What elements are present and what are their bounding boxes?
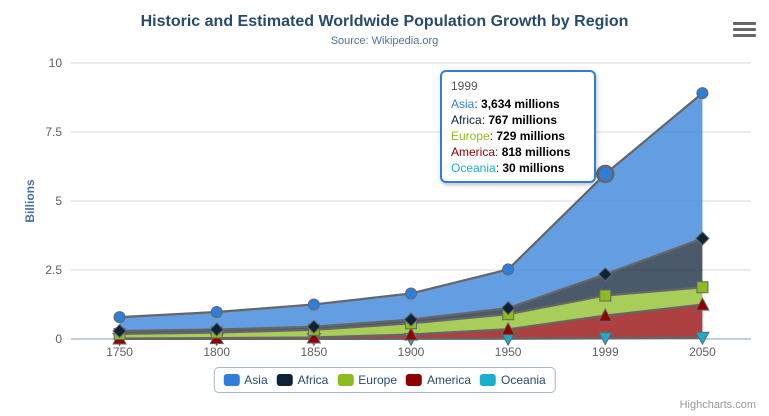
marker-oceania-1999[interactable]	[597, 332, 613, 346]
tooltip-colon: :	[489, 129, 497, 143]
x-axis-tick-label: 1999	[592, 345, 619, 359]
tooltip-series-name: Africa	[451, 113, 482, 127]
tooltip-series-name: America	[451, 145, 496, 159]
hamburger-bar	[733, 34, 756, 37]
legend-item-america[interactable]: America	[406, 373, 471, 387]
marker-africa-1950[interactable]	[500, 300, 516, 316]
x-axis-tick-label: 1850	[301, 345, 328, 359]
tooltip-value: 729 millions	[496, 129, 566, 143]
chart-title: Historic and Estimated Worldwide Populat…	[140, 13, 629, 30]
marker-asia-2050[interactable]	[696, 87, 709, 100]
tooltip-value: 30 millions	[502, 161, 565, 175]
x-axis-tick-label: 2050	[689, 345, 716, 359]
tooltip-series-name: Oceania	[451, 161, 496, 175]
marker-africa-1850[interactable]	[306, 319, 322, 334]
legend-swatch-oceania	[480, 374, 497, 386]
tooltip: 1999 Asia: 3,634 millions Africa: 767 mil…	[440, 70, 596, 183]
area-africa	[119, 238, 703, 334]
marker-asia-1950[interactable]	[502, 263, 515, 276]
legend-item-europe[interactable]: Europe	[337, 373, 397, 387]
legend-label: Europe	[358, 373, 398, 387]
area-america	[119, 304, 703, 339]
marker-asia-1800[interactable]	[210, 306, 223, 319]
hamburger-bar	[733, 28, 756, 31]
tooltip-header: 1999	[451, 79, 478, 93]
marker-europe-2050[interactable]	[696, 281, 709, 294]
hamburger-bar	[733, 22, 756, 25]
marker-oceania-2050[interactable]	[695, 331, 710, 346]
marker-africa-1800[interactable]	[209, 322, 224, 337]
legend-item-oceania[interactable]: Oceania	[480, 373, 546, 387]
tooltip-row-africa: Africa: 767 millions	[451, 112, 585, 128]
y-axis-tick-label: 10	[49, 56, 63, 70]
tooltip-value: 3,634 millions	[481, 97, 560, 111]
x-axis-tick-label: 1950	[495, 345, 522, 359]
tooltip-series-name: Asia	[451, 97, 475, 111]
legend-item-africa[interactable]: Africa	[276, 373, 329, 387]
marker-africa-1999[interactable]	[598, 267, 613, 282]
tooltip-colon: :	[474, 97, 482, 111]
chart-subtitle: Source: Wikipedia.org	[330, 35, 439, 47]
tooltip-colon: :	[495, 145, 502, 159]
tooltip-value: 767 millions	[488, 113, 558, 127]
legend: Asia Africa Europe America Oceania	[213, 367, 556, 393]
y-axis-title: Billions	[23, 179, 37, 223]
legend-swatch-asia	[223, 374, 240, 386]
legend-swatch-america	[406, 374, 423, 386]
tooltip-row-europe: Europe: 729 millions	[451, 128, 585, 144]
y-axis-tick-label: 7.5	[45, 125, 62, 139]
tooltip-rows: Asia: 3,634 millions Africa: 767 millions…	[451, 96, 585, 176]
marker-america-1950[interactable]	[500, 321, 516, 336]
marker-africa-1750[interactable]	[112, 323, 127, 339]
tooltip-series-name: Europe	[451, 129, 490, 143]
legend-label: Oceania	[501, 373, 546, 387]
tooltip-row-america: America: 818 millions	[451, 144, 585, 160]
area-asia	[119, 93, 703, 332]
x-axis-tick-label: 1800	[203, 345, 230, 359]
tooltip-colon: :	[481, 113, 489, 127]
y-axis-tick-label: 2.5	[45, 263, 62, 277]
legend-swatch-europe	[337, 374, 354, 386]
marker-america-1999[interactable]	[597, 308, 613, 322]
marker-africa-1900[interactable]	[403, 312, 419, 327]
marker-asia-1750[interactable]	[113, 311, 126, 324]
tooltip-value: 818 millions	[501, 145, 571, 159]
legend-label: America	[427, 373, 472, 387]
marker-europe-1999[interactable]	[599, 289, 612, 302]
legend-label: Africa	[297, 373, 329, 387]
marker-asia-1850[interactable]	[307, 298, 320, 311]
marker-america-1850[interactable]	[306, 329, 322, 344]
credits-link[interactable]: Highcharts.com	[679, 399, 756, 411]
x-axis-tick-label: 1750	[106, 345, 133, 359]
export-menu-button[interactable]	[733, 22, 756, 37]
marker-america-1900[interactable]	[403, 326, 419, 341]
tooltip-colon: :	[495, 161, 503, 175]
marker-asia-1900[interactable]	[405, 287, 417, 300]
y-axis-tick-label: 5	[55, 194, 62, 208]
marker-america-2050[interactable]	[695, 297, 710, 311]
legend-swatch-africa	[276, 374, 293, 386]
x-axis-tick-label: 1900	[398, 345, 425, 359]
tooltip-row-asia: Asia: 3,634 millions	[451, 96, 585, 112]
legend-label: Asia	[244, 373, 268, 387]
marker-africa-2050[interactable]	[695, 231, 710, 246]
legend-item-asia[interactable]: Asia	[223, 373, 268, 387]
marker-asia-1999[interactable]	[596, 164, 615, 184]
tooltip-row-oceania: Oceania: 30 millions	[451, 160, 585, 176]
y-axis-tick-label: 0	[55, 332, 62, 346]
